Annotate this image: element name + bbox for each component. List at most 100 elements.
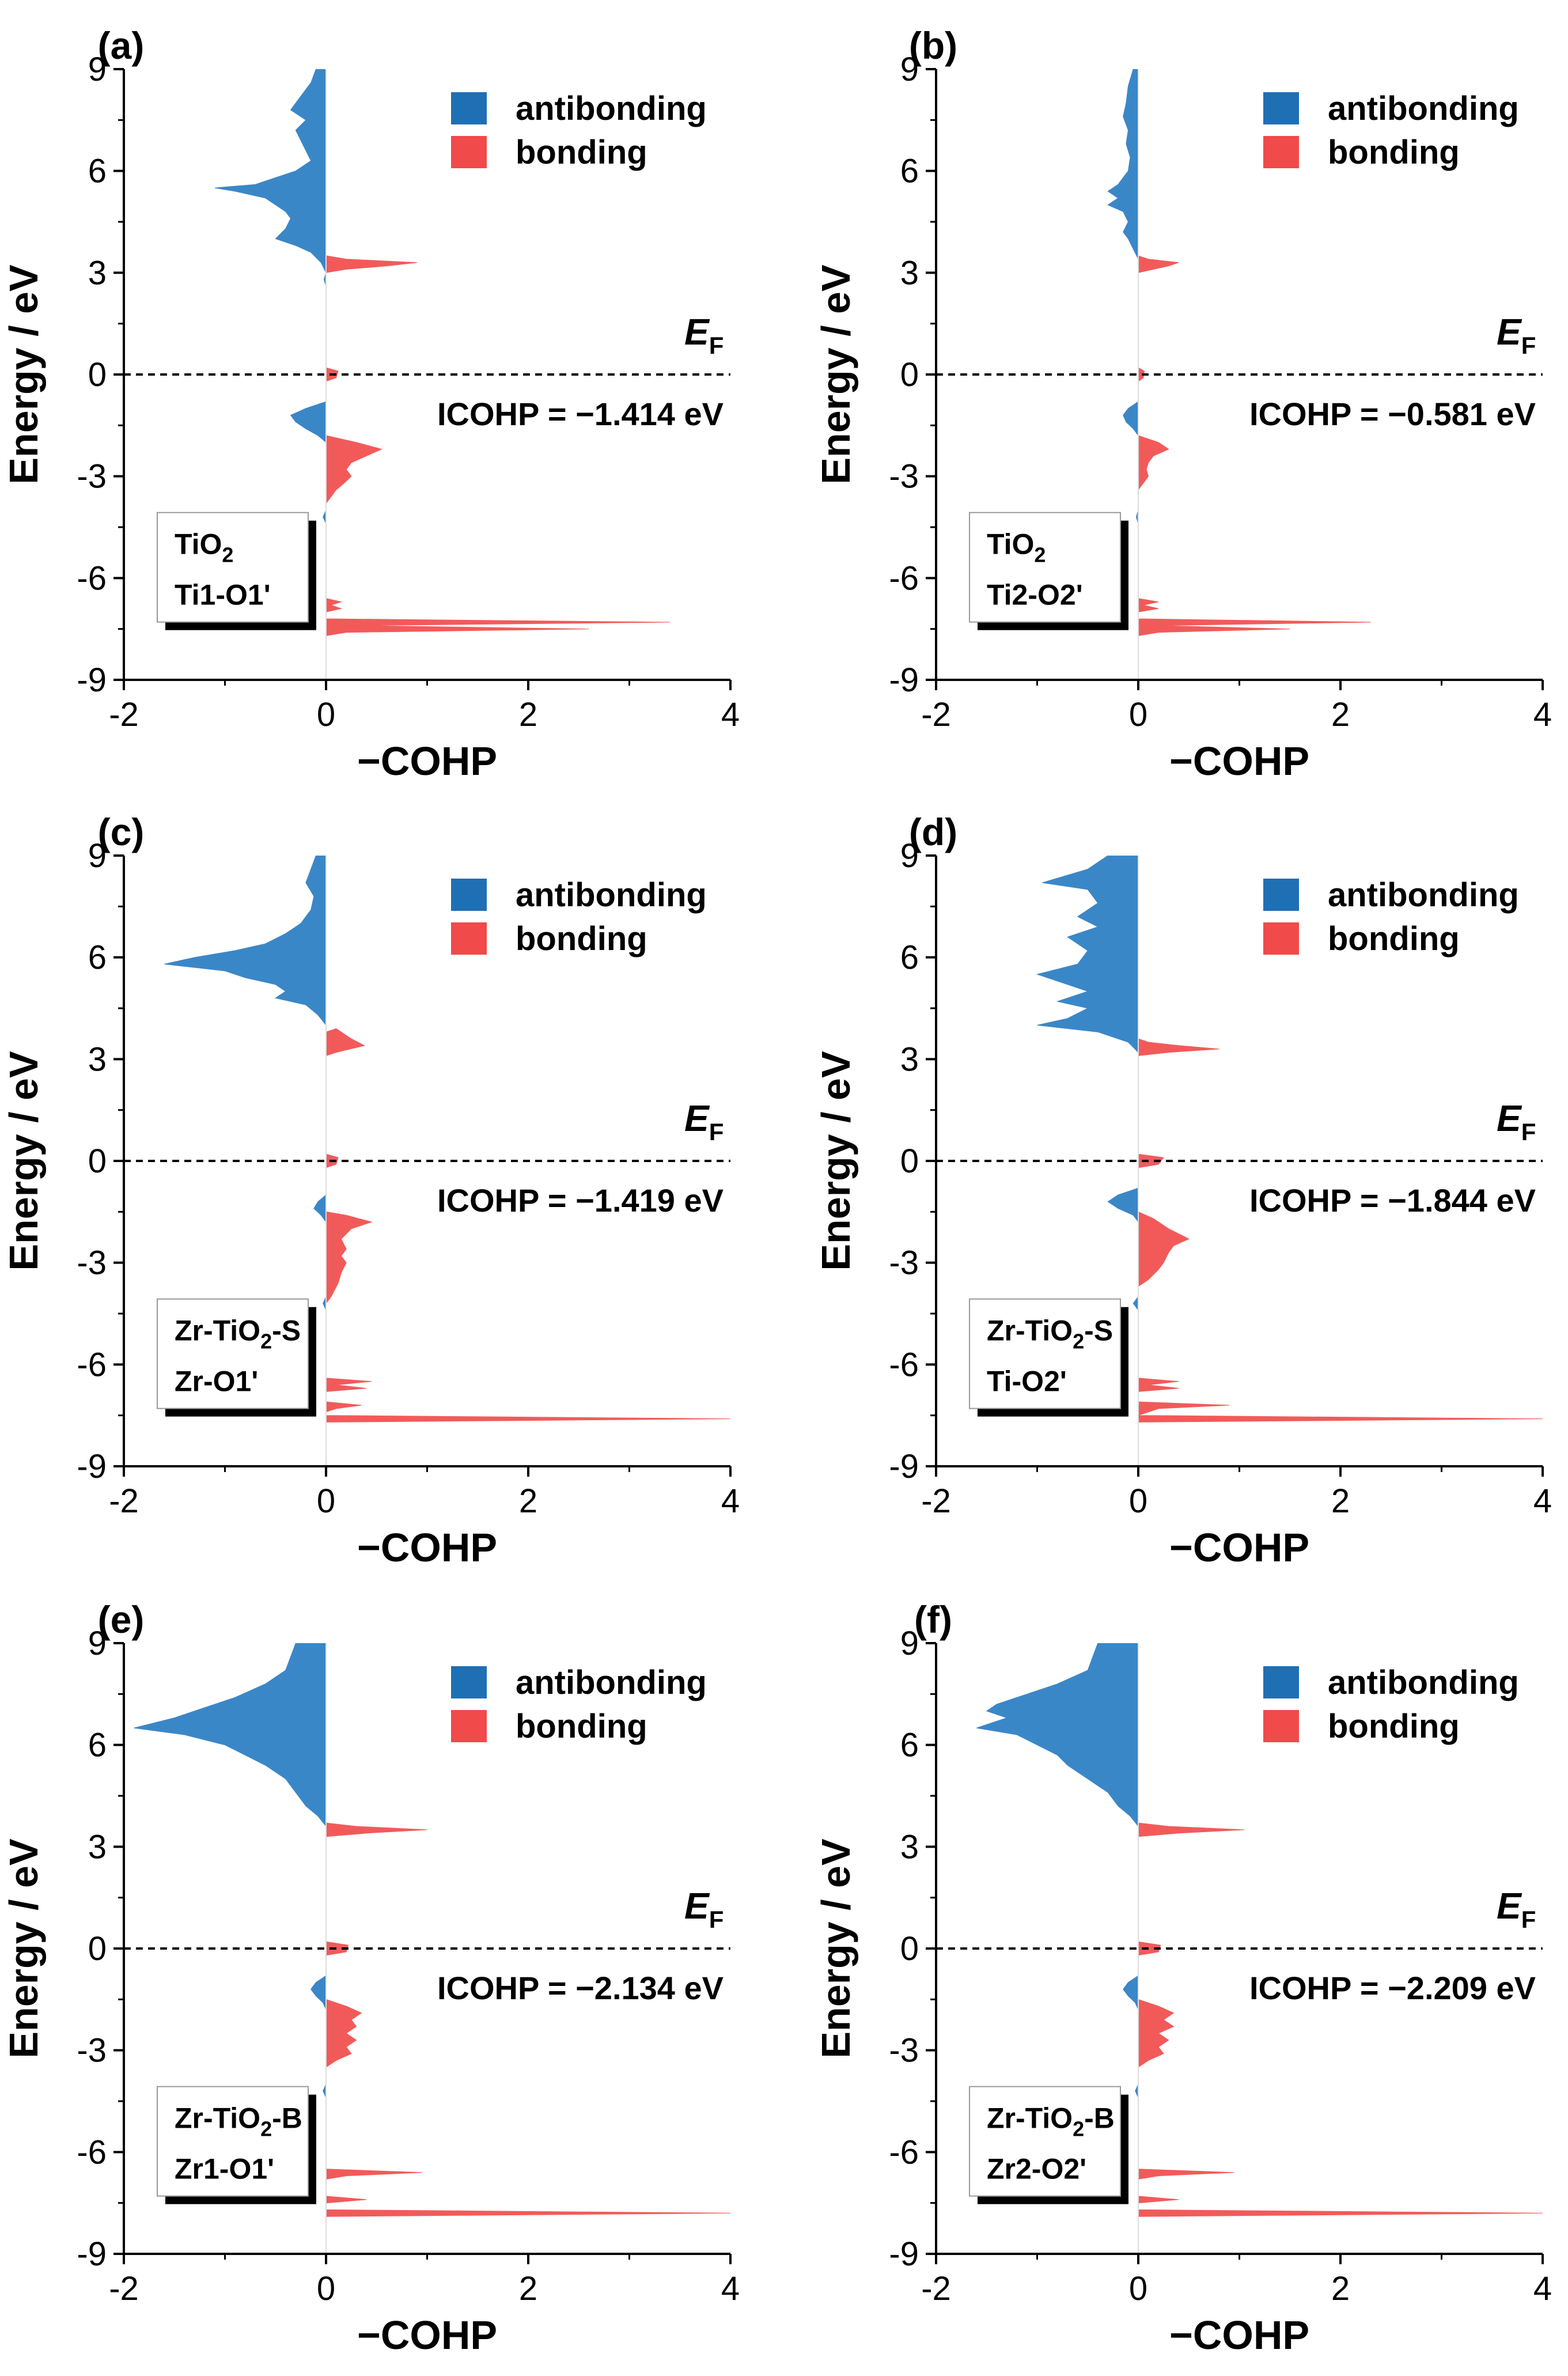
- antibonding-area: [164, 856, 327, 1311]
- y-tick-label: 3: [88, 1828, 107, 1866]
- x-tick-label: -2: [109, 1482, 139, 1520]
- antibonding-area: [214, 69, 327, 524]
- panel-label: (f): [914, 1598, 952, 1641]
- y-tick-label: 6: [88, 1727, 107, 1764]
- y-tick-label: -3: [77, 2032, 107, 2069]
- x-tick-label: 2: [519, 1482, 537, 1520]
- label-box: [157, 2086, 309, 2197]
- y-tick-label: 0: [900, 1142, 919, 1180]
- icohp-value: ICOHP = −0.581 eV: [1249, 396, 1536, 432]
- x-tick-label: 4: [721, 2270, 740, 2307]
- chart-panel-a: (a) -9 -6 -3 0 3 6 9 -2 0 2 4 −COHP Energy / eV antibo…: [1, 24, 740, 784]
- legend-label-antibonding: antibonding: [1328, 1664, 1519, 1701]
- label-box: [969, 512, 1121, 623]
- x-tick-label: 0: [317, 696, 335, 733]
- legend-swatch-antibonding: [451, 879, 487, 911]
- x-tick-label: 0: [1129, 2270, 1147, 2307]
- fermi-label: EF: [684, 1885, 724, 1933]
- x-tick-label: -2: [921, 2270, 951, 2307]
- y-tick-label: -9: [77, 661, 107, 699]
- fermi-label-sub: F: [1521, 1118, 1536, 1145]
- y-axis-title: Energy / eV: [813, 1051, 858, 1271]
- y-tick-label: -3: [77, 458, 107, 495]
- y-tick-label: -3: [889, 458, 919, 495]
- y-axis-title: Energy / eV: [1, 264, 46, 485]
- y-axis-title: Energy / eV: [1, 1838, 46, 2059]
- y-tick-label: 3: [88, 254, 107, 292]
- chart-panel-f: (f) -9 -6 -3 0 3 6 9 -2 0 2 4 −COHP Energy / eV antibo…: [813, 1598, 1552, 2358]
- legend-label-bonding: bonding: [516, 920, 647, 958]
- chart-panel-c: (c) -9 -6 -3 0 3 6 9 -2 0 2 4 −COHP Energy / eV antibo…: [1, 811, 740, 1570]
- x-tick-label: 4: [721, 1482, 740, 1520]
- legend-label-bonding: bonding: [1328, 920, 1460, 958]
- legend-swatch-bonding: [451, 136, 487, 168]
- y-tick-label: -6: [889, 1346, 919, 1383]
- legend-swatch-antibonding: [1263, 1666, 1299, 1698]
- y-tick-label: -6: [77, 2133, 107, 2171]
- box-material-label: Zr-TiO2-S: [987, 1315, 1113, 1353]
- fermi-label: EF: [1497, 1098, 1536, 1145]
- x-axis-title: −COHP: [357, 1525, 497, 1570]
- y-tick-label: 6: [900, 1727, 919, 1764]
- legend-label-antibonding: antibonding: [516, 876, 707, 914]
- box-bond-label: Ti-O2': [987, 1365, 1067, 1398]
- y-tick-label: 0: [88, 1142, 107, 1180]
- legend-label-antibonding: antibonding: [516, 1664, 707, 1701]
- box-material-suffix: -B: [1084, 2102, 1115, 2135]
- bonding-area: [325, 1028, 730, 1422]
- y-tick-label: 0: [900, 1930, 919, 1968]
- fermi-label-sub: F: [709, 1906, 724, 1933]
- box-material-suffix: -B: [272, 2102, 302, 2135]
- legend-swatch-antibonding: [1263, 92, 1299, 124]
- x-tick-label: 4: [1533, 696, 1552, 733]
- y-tick-label: 9: [88, 837, 107, 875]
- box-material-label: Zr-TiO2-S: [175, 1315, 301, 1353]
- y-tick-label: 3: [900, 254, 919, 292]
- box-material-subscript: 2: [222, 543, 233, 567]
- y-tick-label: 3: [88, 1041, 107, 1078]
- y-tick-label: -3: [889, 2032, 919, 2069]
- fermi-label-sub: F: [709, 332, 724, 359]
- y-tick-label: 6: [88, 939, 107, 977]
- panel-label: (e): [98, 1598, 145, 1641]
- box-bond-label: Zr1-O1': [175, 2153, 274, 2185]
- x-tick-label: 0: [317, 2270, 335, 2307]
- y-tick-label: 0: [900, 356, 919, 394]
- y-tick-label: 6: [900, 939, 919, 977]
- legend-label-bonding: bonding: [1328, 134, 1460, 171]
- y-tick-label: -9: [889, 1448, 919, 1485]
- x-axis-title: −COHP: [357, 739, 497, 784]
- y-tick-label: 3: [900, 1041, 919, 1078]
- box-bond-label: Zr2-O2': [987, 2153, 1086, 2185]
- y-tick-label: 9: [900, 1625, 919, 1662]
- x-tick-label: 2: [519, 2270, 537, 2307]
- x-tick-label: 2: [1331, 1482, 1350, 1520]
- fermi-label: EF: [684, 311, 724, 359]
- box-bond-label: Ti1-O1': [175, 579, 271, 611]
- label-box: [157, 512, 309, 623]
- y-tick-label: -6: [77, 559, 107, 597]
- box-material-subscript: 2: [260, 2117, 272, 2141]
- y-tick-label: 9: [88, 1625, 107, 1662]
- x-tick-label: 4: [1533, 2270, 1552, 2307]
- legend-swatch-bonding: [1263, 1710, 1299, 1742]
- box-material-label: Zr-TiO2-B: [175, 2102, 302, 2141]
- y-tick-label: 9: [900, 837, 919, 875]
- panel-label: (c): [98, 811, 145, 853]
- x-tick-label: -2: [921, 696, 951, 733]
- chart-panel-d: (d) -9 -6 -3 0 3 6 9 -2 0 2 4 −COHP Energy / eV antibo…: [813, 811, 1552, 1570]
- box-bond-label: Zr-O1': [175, 1365, 258, 1398]
- legend-label-bonding: bonding: [516, 1708, 647, 1745]
- x-tick-label: 2: [1331, 2270, 1350, 2307]
- x-axis-title: −COHP: [1169, 2313, 1309, 2358]
- legend-label-antibonding: antibonding: [1328, 876, 1519, 914]
- label-box: [969, 2086, 1121, 2197]
- legend-swatch-bonding: [1263, 136, 1299, 168]
- x-tick-label: 4: [1533, 1482, 1552, 1520]
- x-axis-title: −COHP: [357, 2313, 497, 2358]
- antibonding-area: [976, 1643, 1139, 2098]
- y-tick-label: 0: [88, 1930, 107, 1968]
- y-tick-label: -3: [889, 1244, 919, 1282]
- icohp-value: ICOHP = −1.419 eV: [437, 1182, 724, 1219]
